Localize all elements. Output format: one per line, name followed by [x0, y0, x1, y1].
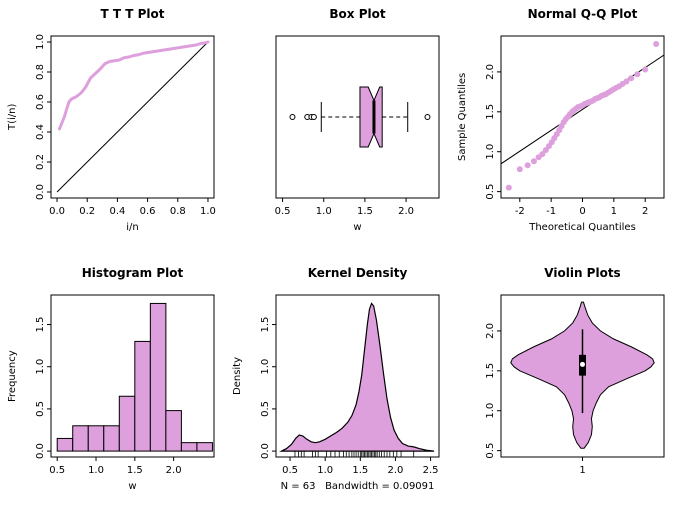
panel-violin-plot: Violin Plots	[451, 259, 676, 518]
x-axis-label: w	[128, 481, 137, 492]
panel-qq-plot: Normal Q-Q Plot Theoretical Quantiles Sa…	[451, 0, 676, 259]
plot-title: T T T Plot	[100, 7, 165, 21]
x-axis-label: i/n	[126, 222, 139, 233]
plot-title: Normal Q-Q Plot	[527, 7, 638, 21]
panel-histogram-plot: Histogram Plot w Frequency	[1, 259, 226, 518]
box-plot-canvas	[226, 0, 451, 259]
y-axis-label: Frequency	[7, 350, 18, 402]
y-axis-label: Sample Quantiles	[457, 72, 468, 162]
histogram-canvas	[1, 259, 226, 518]
plot-title: Violin Plots	[544, 266, 621, 280]
y-axis-label: Density	[232, 356, 243, 396]
plot-title: Kernel Density	[307, 266, 408, 280]
ttt-plot-canvas	[1, 0, 226, 259]
density-plot-canvas	[226, 259, 451, 518]
violin-plot-canvas	[451, 259, 676, 518]
x-axis-label: w	[353, 222, 362, 233]
y-axis-label: T(i/n)	[7, 103, 18, 131]
panel-ttt-plot: T T T Plot i/n T(i/n)	[1, 0, 226, 259]
x-axis-label: Theoretical Quantiles	[529, 222, 636, 233]
qq-plot-canvas	[451, 0, 676, 259]
panel-box-plot: Box Plot w	[226, 0, 451, 259]
plot-title: Histogram Plot	[81, 266, 184, 280]
density-stats-label: N = 63 Bandwidth = 0.09091	[280, 481, 435, 492]
plot-title: Box Plot	[329, 7, 386, 21]
panel-kernel-density: Kernel Density N = 63 Bandwidth = 0.0909…	[226, 259, 451, 518]
